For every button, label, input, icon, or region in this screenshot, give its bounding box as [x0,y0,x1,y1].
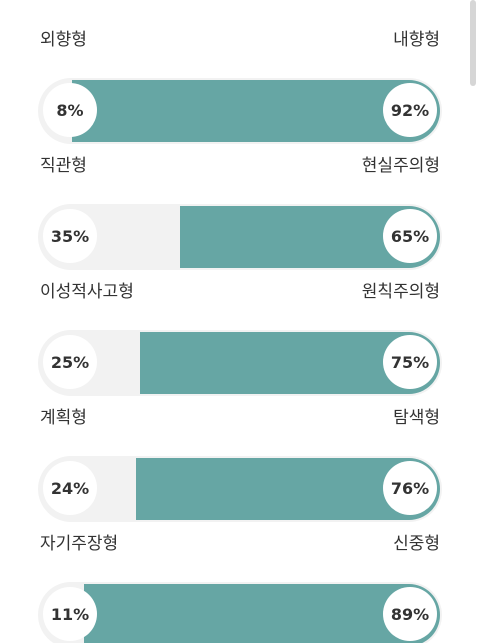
right-percent-value: 89% [390,604,430,624]
trait-labels: 계획형 탐색형 [40,400,440,430]
trait-bar: 24% 76% [38,456,442,522]
trait-bar-fill [84,584,440,643]
left-percent-value: 25% [50,352,90,372]
trait-labels: 자기주장형 신중형 [40,526,440,556]
left-percent-badge: 11% [43,587,97,641]
trait-labels: 외향형 내향형 [40,22,440,52]
right-trait-label: 내향형 [393,29,440,50]
trait-bar: 11% 89% [38,582,442,643]
trait-row-planning: 계획형 탐색형 24% 76% [0,400,470,522]
left-trait-label: 이성적사고형 [40,281,134,302]
right-percent-badge: 75% [383,335,437,389]
left-trait-label: 계획형 [40,407,87,428]
right-percent-badge: 92% [383,83,437,137]
right-percent-badge: 89% [383,587,437,641]
left-percent-badge: 25% [43,335,97,389]
scrollbar[interactable] [470,0,476,86]
left-trait-label: 자기주장형 [40,533,119,554]
right-trait-label: 신중형 [393,533,440,554]
trait-row-extraversion: 외향형 내향형 8% 92% [0,22,470,144]
trait-labels: 이성적사고형 원칙주의형 [40,274,440,304]
right-percent-badge: 76% [383,461,437,515]
trait-row-intuition: 직관형 현실주의형 35% 65% [0,148,470,270]
right-trait-label: 원칙주의형 [361,281,440,302]
trait-bar: 25% 75% [38,330,442,396]
left-percent-value: 24% [50,478,90,498]
trait-row-assertive: 자기주장형 신중형 11% 89% [0,526,470,643]
trait-labels: 직관형 현실주의형 [40,148,440,178]
left-percent-value: 8% [56,100,84,120]
trait-row-thinking: 이성적사고형 원칙주의형 25% 75% [0,274,470,396]
trait-bar: 8% 92% [38,78,442,144]
trait-bar-fill [72,80,440,142]
left-percent-badge: 24% [43,461,97,515]
right-trait-label: 현실주의형 [361,155,440,176]
left-trait-label: 직관형 [40,155,87,176]
left-percent-badge: 35% [43,209,97,263]
right-percent-badge: 65% [383,209,437,263]
left-percent-badge: 8% [43,83,97,137]
right-percent-value: 92% [390,100,430,120]
trait-bar: 35% 65% [38,204,442,270]
left-percent-value: 35% [50,226,90,246]
left-trait-label: 외향형 [40,29,87,50]
right-trait-label: 탐색형 [393,407,440,428]
right-percent-value: 75% [390,352,430,372]
left-percent-value: 11% [50,604,90,624]
right-percent-value: 65% [390,226,430,246]
right-percent-value: 76% [390,478,430,498]
